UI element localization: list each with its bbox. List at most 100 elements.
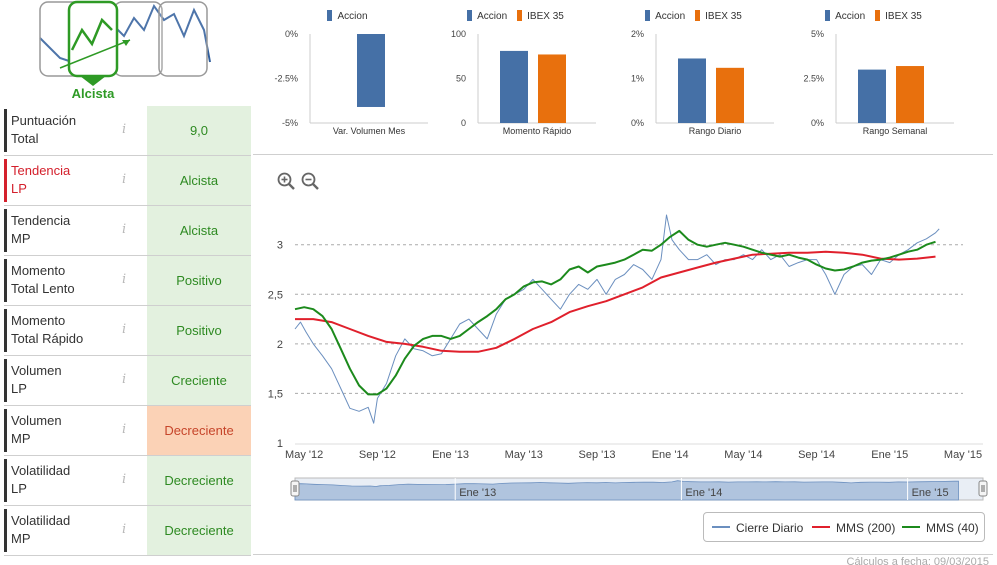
legend-item-mms40[interactable]: MMS (40) (902, 521, 979, 535)
info-icon[interactable]: i (122, 472, 127, 487)
indicator-name-line1: Volatilidad (11, 513, 71, 528)
info-icon[interactable]: i (122, 322, 127, 337)
indicator-name-line1: Puntuación (11, 113, 77, 128)
indicator-name: Tendencia LP (11, 162, 111, 198)
indicator-name-line1: Volumen (11, 363, 62, 378)
info-icon[interactable]: i (122, 272, 127, 287)
trend-frame-3 (113, 1, 163, 77)
indicator-name-line2: Total (11, 131, 39, 146)
legend-item-cierre[interactable]: Cierre Diario (712, 521, 803, 535)
indicator-row: Tendencia MP i Alcista (4, 206, 251, 256)
y-tick-label: 100 (451, 29, 466, 39)
info-icon[interactable]: i (122, 522, 127, 537)
series-mms-40 (294, 229, 936, 396)
navigator-label: Ene '15 (912, 487, 949, 499)
indicator-marker (4, 159, 7, 202)
mini-chart-4: Accion IBEX 35 5% 2.5% 0% Rango Semanal (796, 0, 961, 145)
y-tick-label: 1,5 (268, 388, 283, 400)
indicator-row: Tendencia LP i Alcista (4, 156, 251, 206)
legend-item-mms200[interactable]: MMS (200) (812, 521, 895, 535)
x-tick-label: May '12 (285, 449, 323, 461)
legend-swatch (645, 10, 651, 21)
legend-label: Accion (835, 11, 866, 22)
info-icon[interactable]: i (122, 422, 127, 437)
y-tick-label: 2,5 (268, 289, 283, 301)
indicator-row: Puntuación Total i 9,0 (4, 106, 251, 156)
indicator-name: Momento Total Rápido (11, 312, 111, 348)
indicator-value: Alcista (147, 156, 251, 205)
indicator-name: Momento Total Lento (11, 262, 111, 298)
info-icon[interactable]: i (122, 172, 127, 187)
mini-chart-plot: 2% 1% 0% Rango Diario (631, 29, 774, 136)
bar-ibex (538, 54, 566, 123)
trend-active-line (70, 17, 113, 51)
calc-date: Cálculos a fecha: 09/03/2015 (846, 556, 990, 565)
indicator-row: Volatilidad MP i Decreciente (4, 506, 251, 556)
y-tick-label: 2% (631, 29, 644, 39)
x-tick-label: Ene '15 (871, 449, 908, 461)
y-tick-label: 2 (277, 339, 283, 351)
indicator-name-line2: LP (11, 481, 27, 496)
indicator-marker (4, 209, 7, 252)
indicator-value: Alcista (147, 206, 251, 255)
indicator-name-line1: Tendencia (11, 213, 71, 228)
trend-widget: Alcista (38, 0, 212, 101)
y-tick-label: -5% (282, 118, 298, 128)
legend-label: Accion (337, 11, 368, 22)
y-tick-label: 5% (811, 29, 824, 39)
indicator-value: Decreciente (147, 506, 251, 555)
bar-ibex (896, 66, 924, 123)
indicator-value: Decreciente (147, 456, 251, 505)
zoom-in-icon[interactable] (277, 172, 295, 190)
indicator-row: Volatilidad LP i Decreciente (4, 456, 251, 506)
legend-swatch-mms40 (902, 526, 920, 528)
legend-label: IBEX 35 (705, 11, 742, 22)
indicator-name-line2: LP (11, 381, 27, 396)
indicator-marker (4, 309, 7, 352)
y-tick-label: 0% (285, 29, 298, 39)
indicator-name-line1: Volumen (11, 413, 62, 428)
y-tick-label: 50 (456, 74, 466, 84)
navigator-area (294, 480, 959, 501)
navigator-handle-right[interactable] (978, 480, 988, 497)
y-tick-label: -2.5% (274, 74, 298, 84)
indicator-value: Positivo (147, 256, 251, 305)
indicator-name-line1: Momento (11, 313, 66, 328)
x-tick-label: May '14 (724, 449, 762, 461)
bar-accion (500, 50, 528, 123)
info-icon[interactable]: i (122, 372, 127, 387)
y-tick-label: 0% (631, 118, 644, 128)
legend-swatch (467, 10, 473, 21)
legend-swatch-cierre (712, 526, 730, 528)
price-chart[interactable]: 3 2,5 2 1,5 1 May '12 Sep '12 Ene '13 May '13 Sep… (253, 160, 997, 565)
trend-panels (39, 0, 211, 86)
mini-chart-1: Accion 0% -2.5% -5% Var. Volumen Mes (270, 0, 435, 145)
x-tick-label: Ene '14 (652, 449, 689, 461)
navigator-label: Ene '14 (685, 487, 722, 499)
indicator-name-line1: Momento (11, 263, 66, 278)
indicator-name-line2: Total Lento (11, 281, 75, 296)
indicator-name: Volumen LP (11, 362, 111, 398)
y-tick-label: 3 (277, 240, 283, 252)
indicator-row: Volumen LP i Creciente (4, 356, 251, 406)
bar-accion (357, 34, 385, 107)
info-icon[interactable]: i (122, 122, 127, 137)
x-tick-label: May '13 (505, 449, 543, 461)
indicator-name-line2: MP (11, 431, 31, 446)
indicator-marker (4, 409, 7, 452)
x-tick-label: May '15 (944, 449, 982, 461)
legend-label-cierre: Cierre Diario (736, 521, 804, 535)
navigator-label: Ene '13 (459, 487, 496, 499)
y-tick-label: 1 (277, 438, 283, 450)
indicator-marker (4, 459, 7, 502)
mini-chart-plot: 100 50 0 Momento Rápido (451, 29, 596, 136)
indicator-name: Volatilidad LP (11, 462, 111, 498)
info-icon[interactable]: i (122, 222, 127, 237)
navigator-handle-left[interactable] (290, 480, 300, 497)
legend-label: IBEX 35 (527, 11, 564, 22)
y-tick-label: 1% (631, 74, 644, 84)
divider (253, 154, 993, 155)
zoom-out-icon[interactable] (301, 172, 319, 190)
indicator-name: Volumen MP (11, 412, 111, 448)
indicator-name-line2: LP (11, 181, 27, 196)
